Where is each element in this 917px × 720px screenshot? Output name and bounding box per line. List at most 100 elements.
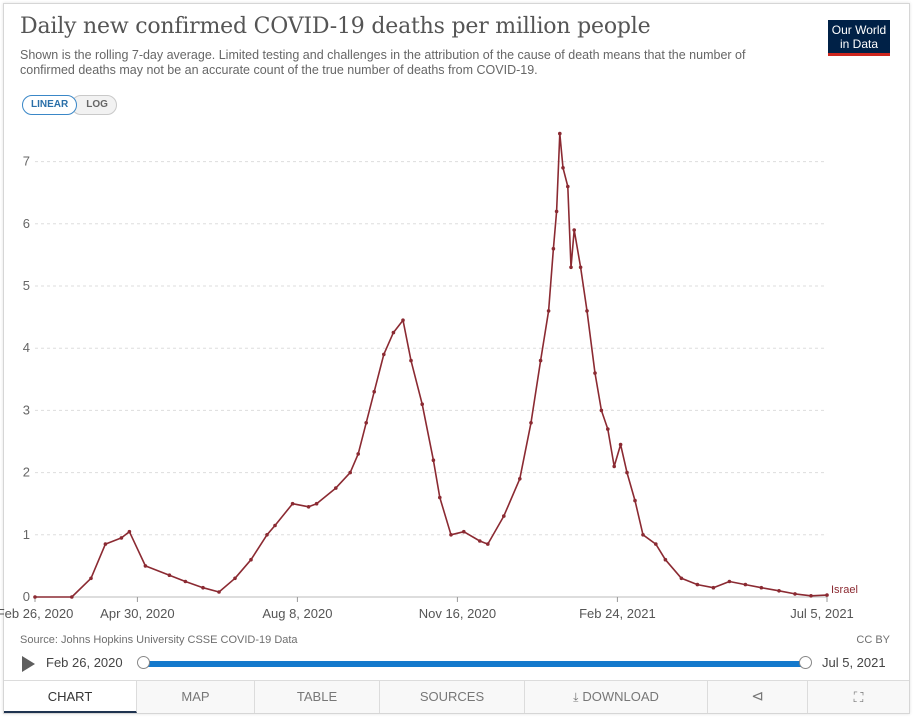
x-tick-label: Feb 26, 2020	[0, 606, 73, 621]
data-point[interactable]	[201, 585, 205, 590]
data-point[interactable]	[348, 470, 353, 475]
tab-map[interactable]: MAP	[137, 681, 255, 713]
data-point[interactable]	[663, 557, 668, 562]
data-point[interactable]	[793, 592, 797, 596]
data-point[interactable]	[502, 514, 506, 518]
data-point[interactable]	[546, 309, 551, 313]
data-point[interactable]	[566, 184, 570, 189]
data-point[interactable]	[431, 458, 436, 463]
data-point[interactable]	[727, 579, 732, 584]
data-point[interactable]	[585, 309, 589, 313]
data-point[interactable]	[334, 486, 338, 490]
data-point[interactable]	[273, 523, 277, 528]
timeline-track[interactable]	[143, 661, 806, 667]
timeline-end-label: Jul 5, 2021	[822, 655, 886, 670]
data-point[interactable]	[372, 389, 377, 394]
y-tick-label: 3	[23, 402, 30, 417]
share-icon: ⊲	[751, 688, 764, 705]
download-label: DOWNLOAD	[582, 689, 659, 704]
data-point[interactable]	[167, 573, 172, 577]
data-point[interactable]	[127, 529, 132, 534]
play-icon[interactable]	[22, 656, 35, 672]
y-tick-label: 2	[23, 465, 30, 480]
data-point[interactable]	[743, 582, 748, 587]
data-point[interactable]	[382, 352, 386, 357]
tab-sources[interactable]: SOURCES	[380, 681, 525, 713]
data-point[interactable]	[70, 595, 74, 599]
tab-table[interactable]: TABLE	[255, 681, 380, 713]
data-point[interactable]	[143, 564, 148, 568]
data-point[interactable]	[695, 582, 700, 587]
data-point[interactable]	[233, 576, 237, 581]
data-point[interactable]	[825, 593, 829, 597]
data-point[interactable]	[654, 542, 658, 546]
scale-toggle: LINEAR LOG	[22, 95, 117, 115]
data-point[interactable]	[103, 542, 108, 546]
data-point[interactable]	[462, 529, 466, 534]
data-point[interactable]	[119, 536, 124, 540]
data-point[interactable]	[612, 464, 616, 469]
data-point[interactable]	[89, 576, 93, 581]
data-point[interactable]	[420, 402, 425, 407]
data-point[interactable]	[265, 533, 269, 537]
owid-logo[interactable]: Our World in Data	[828, 20, 890, 56]
data-point[interactable]	[391, 330, 396, 335]
y-tick-label: 6	[23, 216, 30, 231]
data-point[interactable]	[618, 442, 623, 447]
data-point[interactable]	[401, 318, 405, 323]
data-point[interactable]	[777, 589, 781, 593]
data-point[interactable]	[249, 557, 253, 562]
series-line[interactable]	[35, 132, 828, 598]
data-point[interactable]	[290, 501, 295, 506]
data-point[interactable]	[409, 358, 413, 363]
data-point[interactable]	[606, 427, 610, 431]
tab-chart[interactable]: CHART	[4, 681, 137, 713]
data-point[interactable]	[599, 408, 604, 413]
data-point[interactable]	[518, 477, 522, 481]
data-point[interactable]	[679, 576, 684, 581]
data-point[interactable]	[314, 501, 319, 506]
data-point[interactable]	[625, 470, 629, 475]
data-point[interactable]	[217, 590, 221, 594]
data-point[interactable]	[711, 585, 716, 590]
linear-scale-button[interactable]: LINEAR	[22, 95, 78, 115]
data-point[interactable]	[551, 246, 556, 251]
data-point[interactable]	[364, 421, 369, 425]
data-point[interactable]	[554, 209, 559, 214]
data-point[interactable]	[356, 452, 361, 456]
data-point[interactable]	[486, 542, 490, 546]
tab-download[interactable]: ⤓ DOWNLOAD	[525, 681, 708, 713]
data-point[interactable]	[561, 166, 565, 170]
data-point[interactable]	[593, 371, 597, 375]
x-tick-label: Jul 5, 2021	[790, 606, 854, 621]
data-point[interactable]	[183, 579, 188, 584]
tab-share[interactable]: ⊲	[708, 681, 808, 713]
data-point[interactable]	[438, 495, 442, 500]
fullscreen-icon: ⛶	[853, 689, 864, 705]
data-point[interactable]	[569, 265, 573, 270]
data-point[interactable]	[633, 498, 637, 503]
data-point[interactable]	[306, 505, 311, 509]
data-point[interactable]	[449, 533, 453, 537]
license-label[interactable]: CC BY	[856, 634, 890, 646]
timeline-start-handle[interactable]	[137, 656, 150, 669]
source-note[interactable]: Source: Johns Hopkins University CSSE CO…	[20, 634, 298, 646]
data-point[interactable]	[558, 131, 562, 136]
line-chart: 0 1 2 3 4 5 6 7 Feb 26, 2020 Apr 30, 2020 Aug 8, …	[0, 131, 858, 621]
y-tick-label: 4	[23, 340, 30, 355]
chart-card	[3, 3, 910, 714]
data-point[interactable]	[478, 539, 482, 543]
data-point[interactable]	[572, 228, 576, 232]
data-point[interactable]	[641, 533, 645, 537]
timeline-end-handle[interactable]	[799, 656, 812, 669]
data-point[interactable]	[538, 358, 543, 363]
data-point[interactable]	[578, 265, 583, 270]
data-point[interactable]	[809, 594, 813, 598]
data-point[interactable]	[759, 585, 764, 590]
data-point[interactable]	[529, 421, 533, 425]
series-label[interactable]: Israel	[831, 584, 858, 596]
gridlines	[35, 161, 827, 598]
data-point[interactable]	[33, 595, 37, 599]
series-israel[interactable]: Israel	[33, 131, 858, 599]
tab-fullscreen[interactable]: ⛶	[808, 681, 909, 713]
